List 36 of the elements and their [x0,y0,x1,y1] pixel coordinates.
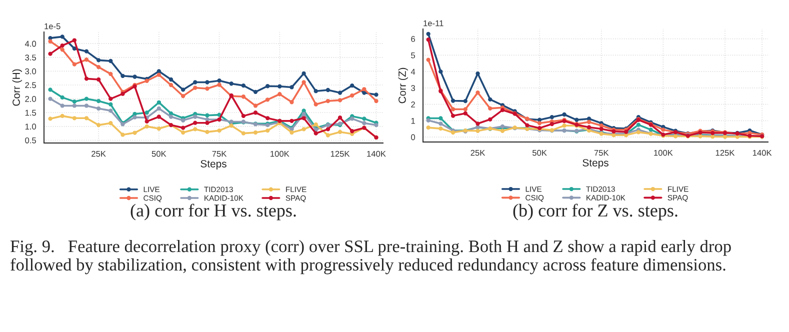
y-tick-label: 1.5 [25,110,36,116]
y-tick-label: 4.0 [24,40,36,47]
y-tick-label: 2.0 [25,96,36,102]
caption: Fig. 9. Feature decorrelation proxy (corr) over SSL pre-training. Both H and Z show a rapid early drop followed by stabilization, consistent with progressively reduced redundancy across feature dimensions. [10,240,731,274]
x-tick-label: 125K [330,150,350,157]
x-tick-label: 140K [752,150,772,156]
text: (a) corr for H vs. steps. [130,204,296,220]
x-tick-label: 50K [152,150,166,157]
y-tick-label: 3.5 [25,54,36,61]
x-axis-title: Steps [200,160,226,170]
y-tick-label: 5 [411,52,416,58]
y-tick-label: 3.0 [25,68,36,74]
x-tick-label: 100K [654,150,673,156]
text: 1e-11 [424,20,444,26]
y-axis-title: Corr (H) [12,69,22,106]
text: 1e-5 [44,23,60,30]
y-tick-label: 1 [411,118,415,124]
y-tick-label: 1.0 [25,124,36,130]
x-tick-label: 75K [594,150,609,156]
x-tick-label: 50K [532,150,547,156]
y-tick-label: 6 [411,36,415,42]
y-tick-label: 3 [411,85,415,92]
x-tick-label: 125K [716,150,735,156]
y-tick-label: 2.5 [25,82,36,88]
x-tick-label: 140K [367,150,386,157]
text: (b) corr for Z vs. steps. [513,204,678,220]
x-tick-label: 25K [470,150,486,156]
y-tick-label: 2 [411,102,415,108]
x-tick-label: 100K [270,150,290,157]
y-tick-label: 4 [410,68,416,75]
x-tick-label: 75K [212,150,227,157]
x-tick-label: 25K [92,150,106,157]
y-axis-title: Corr (Z) [398,68,408,104]
x-axis-title: Steps [582,159,608,169]
y-tick-label: 0 [411,134,416,140]
y-tick-label: 0.5 [25,137,36,144]
